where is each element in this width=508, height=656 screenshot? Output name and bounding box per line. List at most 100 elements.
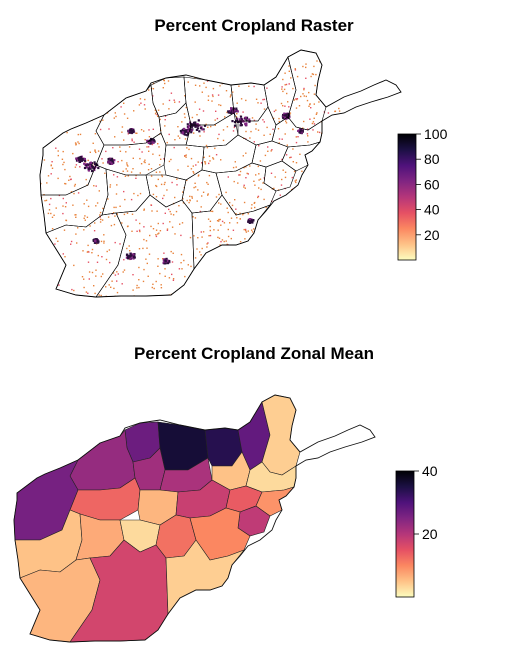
- raster-cell: [126, 254, 129, 257]
- raster-cell: [299, 129, 302, 132]
- raster-cell: [213, 288, 215, 290]
- raster-cell: [308, 257, 311, 260]
- raster-cell: [98, 62, 100, 64]
- raster-cell: [103, 64, 105, 66]
- raster-cell: [108, 249, 111, 251]
- raster-cell: [130, 255, 133, 258]
- raster-cell: [294, 291, 296, 294]
- raster-cell: [153, 287, 155, 290]
- raster-cell: [247, 213, 249, 215]
- raster-cell: [272, 204, 274, 206]
- raster-cell: [62, 197, 64, 200]
- raster-cell: [282, 307, 283, 308]
- raster-cell: [95, 205, 97, 207]
- raster-cell: [110, 224, 113, 227]
- raster-cell: [203, 131, 205, 133]
- raster-cell: [72, 81, 74, 83]
- raster-cell: [144, 77, 146, 79]
- raster-cell: [305, 95, 307, 98]
- raster-cell: [113, 117, 115, 119]
- province-boundary: [181, 169, 223, 214]
- raster-cell: [43, 298, 44, 299]
- raster-cell: [196, 127, 200, 130]
- raster-cell: [196, 123, 199, 126]
- raster-cell: [152, 128, 154, 130]
- raster-cell: [150, 175, 153, 177]
- raster-cell: [164, 125, 166, 127]
- legend-tick-label: 20: [424, 227, 440, 243]
- raster-cell: [107, 198, 109, 200]
- raster-cell: [306, 128, 309, 130]
- raster-cell: [100, 68, 102, 70]
- raster-cell: [266, 126, 268, 129]
- raster-cell: [66, 299, 67, 300]
- raster-cell: [234, 199, 236, 201]
- raster-cell: [175, 210, 178, 213]
- raster-cell: [299, 263, 301, 265]
- raster-cell: [157, 258, 159, 260]
- raster-cell: [158, 232, 160, 234]
- raster-cell: [218, 220, 220, 222]
- raster-cell: [321, 159, 324, 161]
- raster-cell: [131, 213, 134, 215]
- raster-cell: [200, 66, 202, 68]
- raster-cell: [65, 65, 67, 67]
- raster-cell: [194, 186, 197, 188]
- raster-cell: [302, 221, 304, 223]
- raster-cell: [51, 228, 54, 230]
- raster-cell: [76, 110, 78, 113]
- raster-cell: [319, 310, 320, 311]
- raster-cell: [120, 106, 122, 108]
- raster-cell: [164, 260, 167, 263]
- raster-cell: [182, 198, 184, 200]
- raster-cell: [99, 67, 101, 69]
- raster-cell: [167, 80, 170, 82]
- raster-cell: [298, 105, 301, 107]
- raster-cell: [264, 154, 267, 157]
- province-boundary: [251, 140, 289, 168]
- raster-cell: [188, 282, 190, 284]
- raster-cell: [331, 244, 334, 247]
- raster-cell: [187, 300, 188, 301]
- raster-cell: [42, 65, 45, 67]
- raster-cell: [65, 202, 67, 204]
- raster-cell: [108, 284, 110, 286]
- raster-cell: [274, 176, 276, 178]
- raster-cell: [194, 77, 196, 79]
- raster-cell: [74, 117, 76, 120]
- raster-cell: [284, 176, 287, 179]
- raster-cell: [164, 82, 166, 85]
- raster-cell: [223, 251, 225, 253]
- raster-cell: [54, 267, 56, 269]
- raster-cell: [309, 206, 311, 208]
- raster-cell: [215, 196, 218, 198]
- raster-cell: [192, 171, 194, 173]
- raster-cell: [261, 299, 262, 300]
- raster-cell: [283, 230, 285, 233]
- raster-cell: [107, 161, 110, 164]
- raster-cell: [63, 125, 65, 127]
- raster-cell: [155, 111, 157, 113]
- raster-cell: [53, 129, 55, 131]
- raster-cell: [146, 139, 149, 142]
- raster-cell: [244, 123, 247, 126]
- raster-cell: [235, 208, 237, 210]
- raster-cell: [301, 299, 302, 300]
- raster-cell: [140, 163, 143, 165]
- raster-cell: [143, 226, 145, 228]
- raster-cell: [255, 272, 257, 274]
- raster-cell: [131, 230, 133, 232]
- raster-cell: [82, 158, 85, 161]
- raster-cell: [190, 157, 193, 160]
- raster-cell: [247, 220, 250, 223]
- raster-cell: [323, 175, 325, 177]
- raster-cell: [219, 244, 221, 246]
- raster-cell: [311, 122, 314, 125]
- raster-cell: [190, 62, 192, 64]
- raster-cell: [112, 94, 115, 96]
- raster-cell: [217, 236, 219, 239]
- raster-cell: [117, 273, 119, 275]
- raster-cell: [219, 85, 221, 87]
- raster-cell: [198, 108, 201, 110]
- province-boundary: [191, 194, 271, 270]
